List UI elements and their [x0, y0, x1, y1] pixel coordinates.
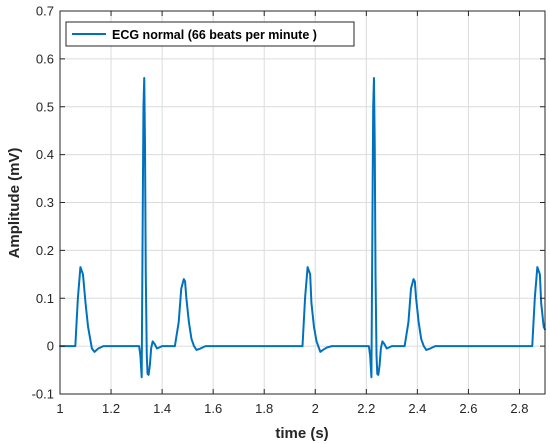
x-tick-label: 1.4 — [153, 401, 171, 416]
y-tick-label: 0.6 — [36, 51, 54, 66]
x-tick-label: 1 — [56, 401, 63, 416]
y-tick-label: 0.3 — [36, 195, 54, 210]
x-axis-title: time (s) — [275, 425, 328, 442]
legend-box — [65, 21, 355, 47]
x-tick-label: 1.8 — [255, 401, 273, 416]
x-tick-label: 2 — [312, 401, 319, 416]
y-tick-label: 0.1 — [36, 291, 54, 306]
y-tick-label: 0.7 — [36, 4, 54, 19]
y-tick-label: 0.2 — [36, 243, 54, 258]
y-tick-label: 0 — [47, 339, 54, 354]
legend: ECG normal (66 beats per minute ) — [65, 21, 355, 47]
y-axis-title: Amplitude (mV) — [6, 148, 23, 259]
x-tick-label: 2.8 — [510, 401, 528, 416]
y-tick-label: -0.1 — [32, 387, 54, 402]
x-tick-label: 2.6 — [459, 401, 477, 416]
series-layer — [59, 77, 546, 379]
series-line-ecg — [59, 77, 546, 379]
ticks: 1 1.2 1.4 1.6 1.8 2 2.2 2.4 2.6 2.8 -0.1 0 0.1 0.2 0.3… — [32, 4, 545, 416]
x-tick-label: 2.4 — [408, 401, 426, 416]
legend-label: ECG normal (66 beats per minute ) — [112, 28, 317, 42]
y-tick-label: 0.4 — [36, 147, 54, 162]
x-tick-label: 1.6 — [204, 401, 222, 416]
x-tick-label: 1.2 — [102, 401, 120, 416]
y-tick-label: 0.5 — [36, 99, 54, 114]
x-tick-label: 2.2 — [357, 401, 375, 416]
